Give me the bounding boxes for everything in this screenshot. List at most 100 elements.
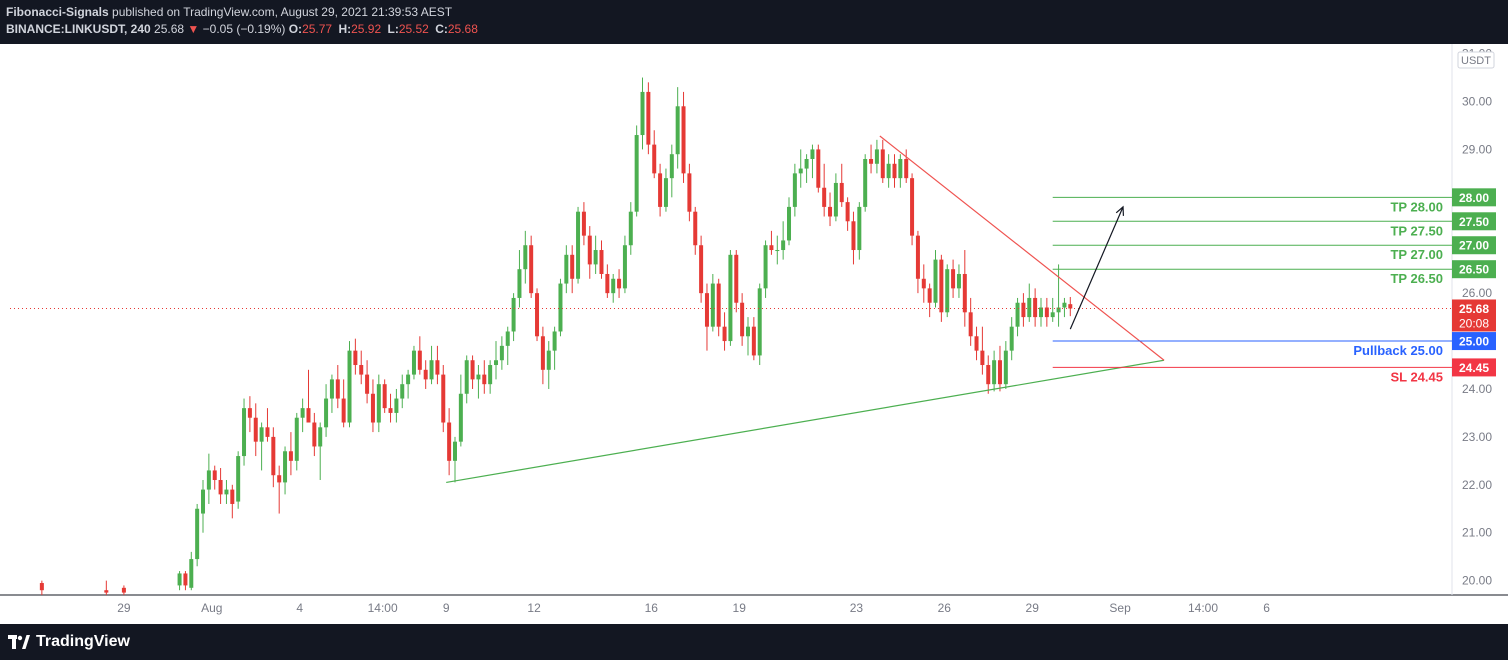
candle-body[interactable] — [388, 408, 393, 413]
candle-body[interactable] — [236, 456, 241, 502]
candle-body[interactable] — [177, 573, 182, 586]
candle-body[interactable] — [535, 293, 540, 337]
price-chart[interactable]: TP 28.00 TP 27.50 TP 27.00 TP 26.50 Pullback… — [0, 44, 1508, 624]
candle-body[interactable] — [845, 202, 850, 222]
candle-body[interactable] — [230, 489, 235, 504]
candle-body[interactable] — [781, 240, 786, 251]
candle-body[interactable] — [359, 365, 364, 375]
candle-body[interactable] — [271, 436, 276, 476]
candle-body[interactable] — [880, 149, 885, 179]
candle-body[interactable] — [763, 245, 768, 289]
candle-body[interactable] — [716, 283, 721, 327]
candle-body[interactable] — [910, 178, 915, 236]
candle-body[interactable] — [452, 441, 457, 461]
author-name[interactable]: Fibonacci-Signals — [6, 5, 109, 19]
candle-body[interactable] — [757, 288, 762, 356]
candle-body[interactable] — [986, 365, 991, 385]
candle-body[interactable] — [406, 374, 411, 385]
candle-body[interactable] — [951, 269, 956, 289]
candle-body[interactable] — [1015, 302, 1020, 327]
candle-body[interactable] — [201, 489, 206, 514]
candle-body[interactable] — [927, 288, 932, 303]
candle-body[interactable] — [898, 158, 903, 179]
candle-body[interactable] — [1056, 307, 1061, 313]
projection-arrow[interactable] — [1069, 206, 1124, 330]
candle-body[interactable] — [558, 283, 563, 332]
candle-body[interactable] — [423, 369, 428, 380]
candle-body[interactable] — [329, 379, 334, 399]
tradingview-brand[interactable]: TradingView — [8, 633, 130, 651]
candle-body[interactable] — [529, 245, 534, 294]
candle-body[interactable] — [1003, 350, 1008, 385]
candle-body[interactable] — [476, 374, 481, 380]
candle-body[interactable] — [863, 158, 868, 207]
candle-body[interactable] — [769, 245, 774, 251]
candle-body[interactable] — [335, 379, 340, 399]
candle-body[interactable] — [283, 451, 288, 483]
candle-body[interactable] — [622, 245, 627, 289]
candle-body[interactable] — [39, 583, 44, 591]
candle-body[interactable] — [104, 590, 109, 593]
candle-body[interactable] — [915, 235, 920, 279]
candle-body[interactable] — [1050, 312, 1055, 318]
candle-body[interactable] — [593, 250, 598, 265]
candle-body[interactable] — [892, 163, 897, 179]
candle-body[interactable] — [570, 254, 575, 279]
candle-body[interactable] — [628, 211, 633, 246]
candle-body[interactable] — [300, 408, 305, 418]
candle-body[interactable] — [1062, 302, 1067, 308]
candle-body[interactable] — [265, 427, 270, 437]
candle-body[interactable] — [945, 269, 950, 313]
candle-body[interactable] — [1033, 297, 1038, 318]
candle-body[interactable] — [974, 336, 979, 351]
candle-body[interactable] — [833, 182, 838, 217]
candle-body[interactable] — [617, 278, 622, 289]
candle-body[interactable] — [212, 470, 217, 481]
candle-body[interactable] — [294, 417, 299, 461]
candle-body[interactable] — [804, 158, 809, 169]
candle-body[interactable] — [324, 398, 329, 428]
candle-body[interactable] — [511, 297, 516, 332]
candle-body[interactable] — [956, 273, 961, 289]
candle-body[interactable] — [318, 427, 323, 447]
candle-body[interactable] — [710, 283, 715, 327]
chart-area[interactable]: TP 28.00 TP 27.50 TP 27.00 TP 26.50 Pullback… — [0, 44, 1508, 624]
candle-body[interactable] — [874, 149, 879, 164]
candle-body[interactable] — [218, 480, 223, 495]
candle-body[interactable] — [441, 374, 446, 423]
candle-body[interactable] — [417, 350, 422, 370]
candle-body[interactable] — [1068, 304, 1073, 309]
candle-body[interactable] — [435, 360, 440, 375]
candle-body[interactable] — [411, 350, 416, 375]
candle-body[interactable] — [464, 360, 469, 394]
candle-body[interactable] — [980, 350, 985, 366]
candle-body[interactable] — [640, 91, 645, 136]
candle-body[interactable] — [775, 250, 780, 252]
candle-body[interactable] — [259, 427, 264, 442]
candle-body[interactable] — [206, 470, 211, 490]
candle-body[interactable] — [1009, 326, 1014, 351]
candle-body[interactable] — [658, 173, 663, 207]
symbol-label[interactable]: BINANCE:LINKUSDT, 240 — [6, 22, 151, 36]
candle-body[interactable] — [470, 360, 475, 380]
candle-body[interactable] — [599, 250, 604, 274]
candle-body[interactable] — [494, 360, 499, 366]
candle-body[interactable] — [488, 365, 493, 385]
candle-body[interactable] — [869, 158, 874, 164]
candle-body[interactable] — [247, 408, 252, 418]
candle-body[interactable] — [646, 91, 651, 145]
currency-badge[interactable] — [1457, 51, 1495, 69]
candle-body[interactable] — [376, 384, 381, 423]
candle-body[interactable] — [904, 158, 909, 179]
trendline-support[interactable] — [446, 359, 1165, 483]
candle-body[interactable] — [810, 149, 815, 159]
candle-body[interactable] — [312, 422, 317, 447]
candle-body[interactable] — [505, 331, 510, 346]
candle-body[interactable] — [992, 360, 997, 385]
candle-body[interactable] — [552, 331, 557, 351]
candle-body[interactable] — [968, 312, 973, 337]
candle-body[interactable] — [704, 293, 709, 327]
candle-body[interactable] — [1021, 302, 1026, 318]
candle-body[interactable] — [370, 393, 375, 423]
candle-body[interactable] — [669, 154, 674, 179]
